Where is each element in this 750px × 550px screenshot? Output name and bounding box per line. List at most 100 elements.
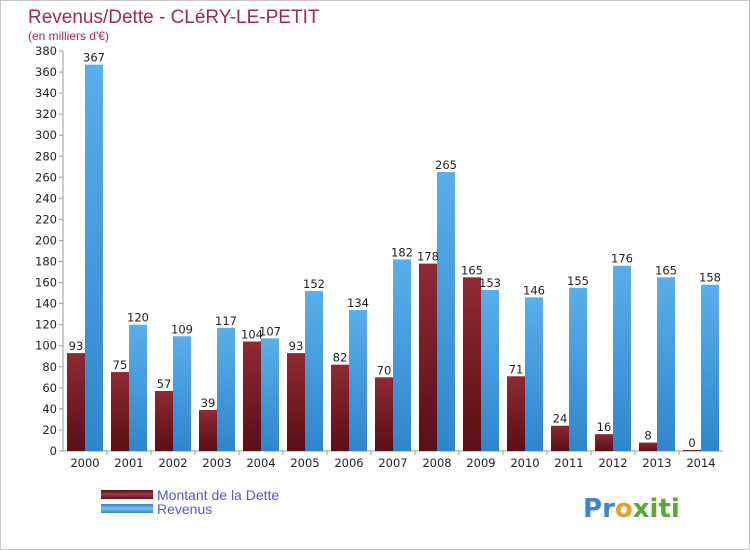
data-label: 104 (241, 328, 263, 342)
axes: 0204060801001201401601802002202402602803… (35, 44, 723, 470)
bar-dette (463, 277, 481, 451)
data-label: 134 (347, 296, 369, 310)
bar-dette (243, 341, 261, 451)
x-tick-label: 2007 (378, 456, 407, 470)
data-label: 82 (333, 351, 348, 365)
bar-dette (639, 442, 657, 451)
y-tick-label: 300 (35, 128, 57, 142)
y-tick-label: 60 (42, 381, 57, 395)
data-label: 182 (391, 245, 413, 259)
legend-swatch-debt (101, 490, 153, 499)
bar-dette (199, 409, 217, 451)
data-label: 165 (461, 263, 483, 277)
bar-dette (375, 377, 393, 451)
bar-revenus (569, 287, 587, 451)
y-tick-label: 260 (35, 170, 57, 184)
data-label: 8 (644, 429, 651, 443)
data-label: 153 (479, 276, 501, 290)
bar-dette (287, 353, 305, 451)
x-tick-label: 2001 (114, 456, 143, 470)
bar-revenus (393, 259, 411, 451)
data-label: 107 (259, 324, 281, 338)
x-tick-label: 2011 (554, 456, 583, 470)
bar-dette (67, 353, 85, 451)
bar-dette (419, 263, 437, 451)
bar-dette (595, 434, 613, 451)
data-label: 146 (523, 283, 545, 297)
x-tick-label: 2002 (158, 456, 187, 470)
data-label: 176 (611, 252, 633, 266)
logo-letter: x (633, 494, 650, 524)
x-tick-label: 2013 (642, 456, 671, 470)
y-tick-label: 240 (35, 191, 57, 205)
bar-revenus (173, 336, 191, 451)
legend-label-revenus: Revenus (157, 501, 212, 517)
bar-revenus (305, 291, 323, 451)
y-tick-label: 280 (35, 149, 57, 163)
x-tick-label: 2014 (686, 456, 715, 470)
legend: Montant de la Dette Revenus (101, 487, 279, 517)
data-label: 165 (655, 263, 677, 277)
bar-revenus (613, 265, 631, 451)
bar-revenus (129, 324, 147, 451)
data-label: 265 (435, 158, 457, 172)
y-tick-label: 100 (35, 339, 57, 353)
y-tick-label: 340 (35, 86, 57, 100)
bar-revenus (217, 327, 235, 451)
y-tick-label: 160 (35, 276, 57, 290)
x-tick-label: 2010 (510, 456, 539, 470)
bar-dette (551, 425, 569, 451)
logo-letter: i (650, 494, 659, 524)
legend-label-debt: Montant de la Dette (157, 487, 279, 503)
data-label: 158 (699, 271, 721, 285)
x-tick-label: 2003 (202, 456, 231, 470)
y-tick-label: 80 (42, 360, 57, 374)
bar-revenus (657, 277, 675, 451)
bar-dette (155, 391, 173, 451)
data-label: 155 (567, 274, 589, 288)
y-tick-label: 140 (35, 297, 57, 311)
proxiti-logo: Proxiti (583, 494, 680, 524)
y-tick-label: 220 (35, 212, 57, 226)
data-label: 93 (289, 339, 304, 353)
data-label: 75 (113, 358, 128, 372)
data-label: 120 (127, 311, 149, 325)
proxiti-logo-text: Proxiti (583, 494, 680, 524)
y-tick-label: 360 (35, 65, 57, 79)
y-tick-label: 40 (42, 402, 57, 416)
data-label: 57 (157, 377, 172, 391)
y-tick-label: 180 (35, 255, 57, 269)
y-tick-label: 380 (35, 44, 57, 58)
legend-swatch-revenus (101, 504, 153, 513)
chart-title: Revenus/Dette - CLéRY-LE-PETIT (28, 7, 320, 28)
y-tick-label: 20 (42, 423, 57, 437)
data-label: 109 (171, 322, 193, 336)
data-label: 71 (509, 362, 524, 376)
x-tick-label: 2004 (246, 456, 275, 470)
bar-revenus (481, 289, 499, 451)
data-label: 93 (69, 339, 84, 353)
bar-dette (683, 450, 701, 451)
data-label: 117 (215, 314, 237, 328)
x-tick-label: 2012 (598, 456, 627, 470)
logo-letter: P (583, 494, 602, 524)
bar-dette (331, 364, 349, 451)
data-label: 0 (688, 436, 695, 450)
bars (67, 64, 719, 452)
bar-revenus (701, 284, 719, 451)
x-tick-label: 2009 (466, 456, 495, 470)
x-tick-label: 2005 (290, 456, 319, 470)
bar-revenus (261, 338, 279, 451)
bar-revenus (349, 309, 367, 451)
y-tick-label: 320 (35, 107, 57, 121)
bar-revenus (525, 297, 543, 451)
x-tick-label: 2008 (422, 456, 451, 470)
data-label: 39 (201, 396, 216, 410)
data-label: 367 (83, 51, 105, 65)
data-label: 24 (553, 412, 568, 426)
logo-letter: o (615, 494, 633, 524)
bar-dette (111, 372, 129, 451)
bar-revenus (85, 64, 103, 452)
y-tick-label: 120 (35, 318, 57, 332)
